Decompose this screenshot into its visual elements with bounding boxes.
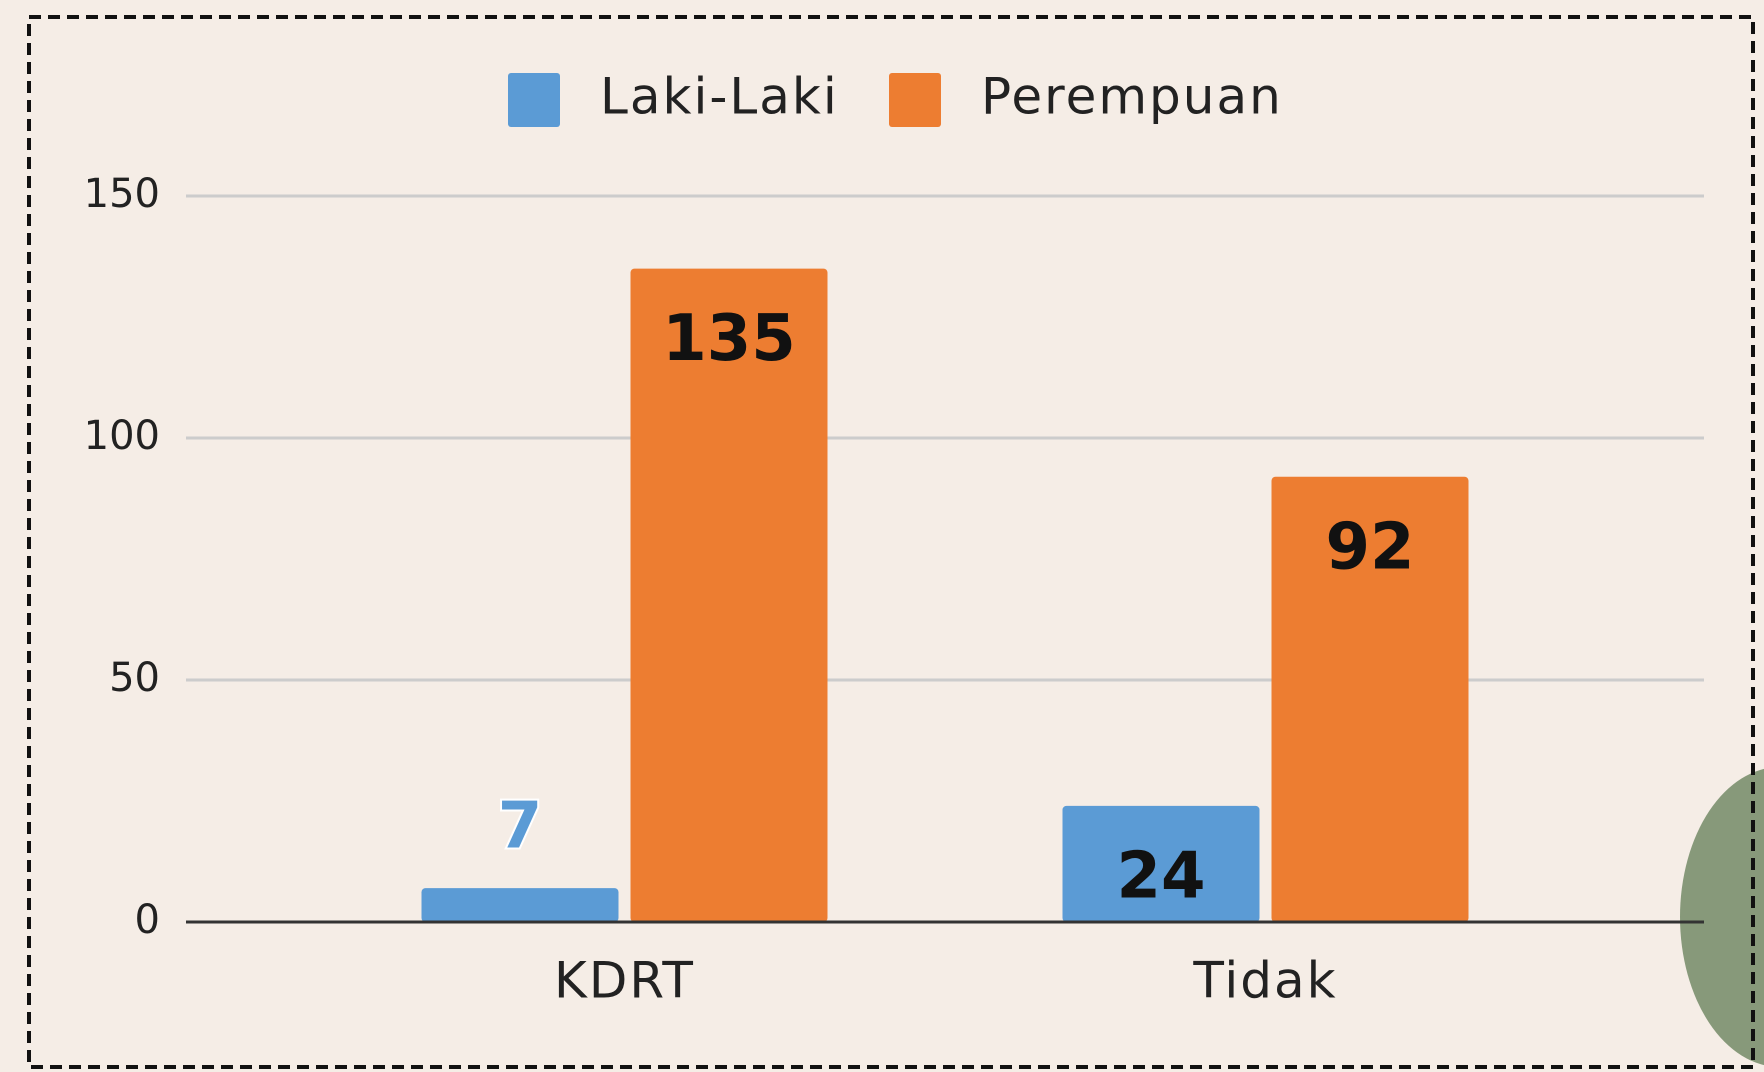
y-tick-label: 100 (84, 413, 160, 459)
y-tick-label: 50 (109, 655, 160, 701)
data-label: 92 (1325, 510, 1414, 584)
legend-swatch (889, 73, 941, 127)
bar (1271, 476, 1469, 922)
legend-label: Laki-Laki (600, 68, 839, 126)
bar (421, 888, 619, 922)
data-label: 7 (498, 790, 543, 864)
data-label: 135 (662, 302, 796, 376)
bar (1062, 805, 1260, 922)
y-tick-label: 150 (84, 171, 160, 217)
x-tick-label: KDRT (554, 952, 695, 1010)
legend-label: Perempuan (981, 68, 1283, 126)
frame (27, 15, 1755, 1069)
y-tick-label: 0 (135, 897, 160, 943)
x-tick-label: Tidak (1192, 952, 1337, 1010)
legend-swatch (508, 73, 560, 127)
bar (630, 268, 828, 923)
data-label: 24 (1116, 839, 1205, 913)
decoration (1680, 768, 1764, 1066)
